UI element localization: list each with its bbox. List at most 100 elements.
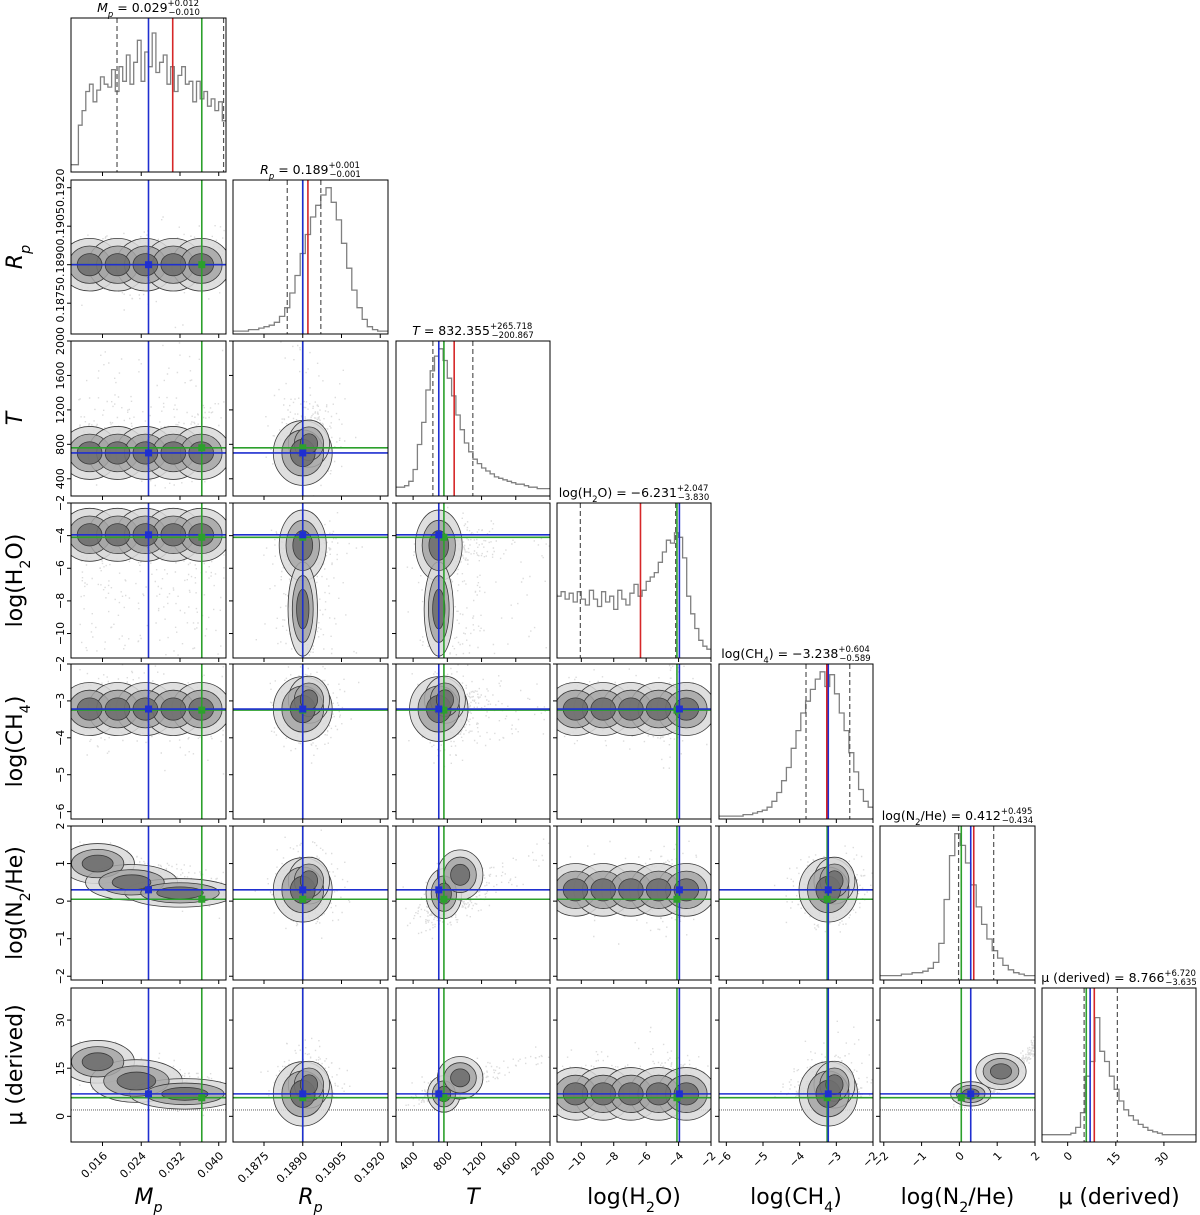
truth-green-marker (823, 895, 831, 903)
y-tick-label: 800 (54, 434, 67, 455)
panel-frame (718, 987, 874, 1143)
truth-blue-marker (435, 705, 443, 713)
x-tick-label: 0.1920 (351, 1149, 387, 1185)
y-tick-label: 0 (54, 1113, 67, 1120)
panel-frame (70, 825, 227, 981)
x-axis-label-Rp: Rp (298, 1185, 322, 1215)
truth-green-marker (299, 895, 307, 903)
y-tick-label: −8 (54, 593, 67, 609)
panel-frame (232, 663, 389, 820)
x-tick-label: 2 (1028, 1149, 1042, 1163)
y-tick-label: 1 (54, 860, 67, 867)
panel-frame (70, 17, 227, 173)
y-tick-label: −2 (54, 968, 67, 984)
truth-blue-marker (145, 886, 152, 894)
x-tick-label: 0.024 (117, 1149, 148, 1180)
y-tick-label: −5 (54, 767, 67, 783)
scatter-samples (773, 840, 873, 933)
panel-frame (718, 663, 874, 820)
x-tick-label: −8 (601, 1149, 622, 1170)
truth-blue-marker (967, 1090, 975, 1098)
panel-N2He-vs-Mp: −2 −1 0 1 2 (54, 823, 227, 984)
x-tick-label: −5 (750, 1149, 771, 1170)
panel-T-vs-T: T = 832.355+265.718 −200.867 (395, 322, 551, 500)
truth-blue-marker (675, 886, 683, 894)
truth-green-marker (198, 706, 206, 714)
y-tick-label: 1600 (54, 361, 67, 389)
panel-mu-vs-mu: μ (derived) = 8.766+6.720 −3.635 0 15 30 (1041, 969, 1197, 1168)
y-tick-label: −4 (54, 730, 67, 746)
x-tick-label: 0.016 (79, 1149, 110, 1180)
panel-Mp-vs-Mp: Mp = 0.029+0.012 −0.010 (70, 0, 227, 176)
truth-green-marker (440, 1094, 448, 1102)
truth-blue-marker (824, 1090, 832, 1098)
panel-mu-vs-Rp: 0.1875 0.1890 0.1905 0.1920 (229, 987, 389, 1186)
panel-frame (718, 825, 874, 981)
x-tick-label: 1 (991, 1149, 1005, 1163)
panel-N2He-vs-Rp (229, 825, 389, 984)
panel-frame (395, 502, 551, 659)
x-tick-label: −4 (665, 1149, 686, 1170)
panel-title-mu: μ (derived) = 8.766+6.720 −3.635 (1041, 969, 1197, 988)
truth-blue-marker (145, 531, 152, 539)
panel-frame (879, 825, 1036, 981)
y-tick-label: 0.1920 (54, 168, 67, 207)
truth-blue-marker (675, 1090, 683, 1098)
panel-title-CH4: log(CH4) = −3.238+0.604 −0.589 (721, 645, 870, 666)
x-tick-label: 0.032 (156, 1149, 187, 1180)
histogram-Rp (233, 187, 388, 332)
panel-N2He-vs-H2O (553, 825, 712, 984)
x-tick-label: −4 (787, 1149, 808, 1170)
truth-green-marker (299, 1094, 307, 1102)
truth-blue-marker (299, 531, 307, 539)
panel-mu-vs-H2O: −10 −8 −6 −4 −2 (553, 987, 719, 1175)
panel-frame (395, 663, 551, 820)
truth-green-marker (957, 1094, 965, 1102)
y-tick-label: 0.1905 (54, 207, 67, 246)
x-tick-label: 400 (397, 1149, 421, 1173)
x-tick-label: 0.040 (195, 1149, 226, 1180)
y-tick-label: −6 (54, 804, 67, 820)
panel-frame (70, 987, 227, 1143)
x-axis-label-N2He: log(N2/He) (901, 1185, 1015, 1215)
y-tick-label: 400 (54, 468, 67, 489)
y-tick-label: 0 (54, 898, 67, 905)
panel-H2O-vs-Mp: −10 −8 −6 −4 −2 (54, 495, 227, 662)
panel-frame (70, 179, 227, 335)
x-axis-label-Mp: Mp (134, 1185, 162, 1215)
panel-T-vs-Rp (229, 340, 389, 500)
histogram-mu (1042, 1016, 1196, 1136)
y-axis-label-CH4: log(CH4) (3, 696, 34, 788)
panel-frame (70, 663, 227, 820)
y-tick-label: −4 (54, 528, 67, 544)
panel-CH4-vs-H2O (553, 663, 712, 823)
panel-CH4-vs-CH4: log(CH4) = −3.238+0.604 −0.589 (718, 645, 874, 823)
panel-H2O-vs-T (392, 502, 551, 662)
panel-H2O-vs-Rp (229, 502, 389, 662)
y-tick-label: −2 (54, 495, 67, 511)
panel-mu-vs-Mp: 0.016 0.024 0.032 0.040 0 15 30 (54, 987, 227, 1181)
y-tick-label: 30 (54, 1013, 67, 1027)
x-tick-label: 1200 (460, 1149, 489, 1178)
panel-title-H2O: log(H2O) = −6.231+2.047 −3.830 (559, 484, 710, 505)
y-tick-label: −2 (54, 656, 67, 672)
truth-green-marker (198, 1094, 206, 1102)
x-axis-label-mu: μ (derived) (1058, 1185, 1179, 1210)
x-axis-label-T: T (466, 1185, 481, 1210)
panel-mu-vs-CH4: −6 −5 −4 −3 −2 (713, 987, 881, 1170)
y-tick-label: −10 (54, 622, 67, 645)
y-axis-label-mu: μ (derived) (3, 1004, 28, 1125)
panel-title-Mp: Mp = 0.029+0.012 −0.010 (97, 0, 200, 20)
truth-blue-marker (145, 1090, 152, 1098)
panel-frame (70, 502, 227, 659)
x-tick-label: 0.1905 (313, 1149, 349, 1185)
x-tick-label: 0.1890 (274, 1149, 310, 1185)
truth-green-marker (673, 1094, 681, 1102)
panel-frame (556, 663, 712, 820)
truth-blue-marker (299, 886, 307, 894)
panel-frame (232, 340, 389, 497)
truth-blue-marker (145, 705, 152, 713)
